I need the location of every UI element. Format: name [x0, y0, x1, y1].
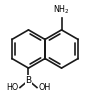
Text: B: B [25, 76, 32, 85]
Text: HO: HO [6, 83, 18, 92]
Text: NH$_2$: NH$_2$ [53, 4, 70, 16]
Text: OH: OH [39, 83, 51, 92]
